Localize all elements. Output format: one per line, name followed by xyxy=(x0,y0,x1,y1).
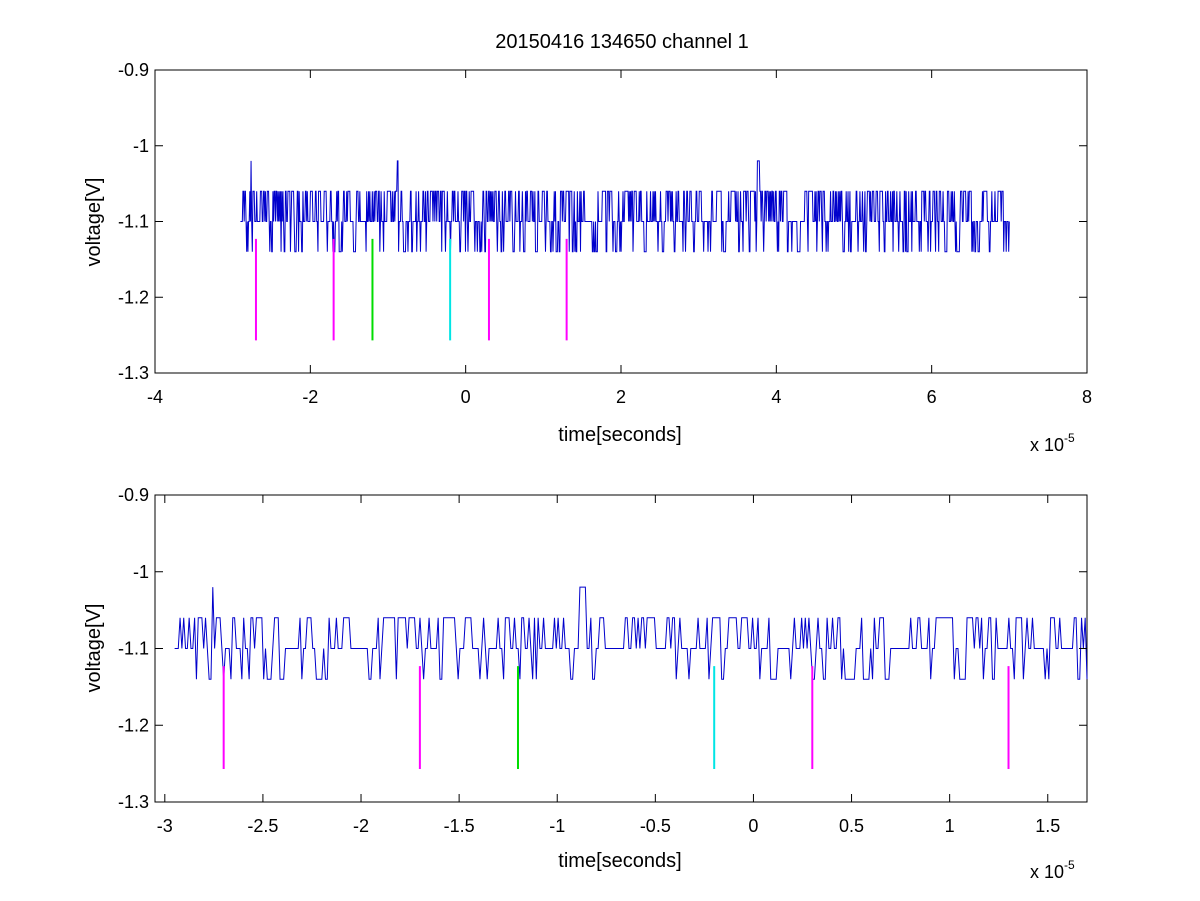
y-tick-label: -1 xyxy=(133,562,149,582)
chart-title: 20150416 134650 channel 1 xyxy=(495,31,749,53)
top-exponent-base: x 10 xyxy=(1030,435,1064,455)
bottom-x-ticks: -3 -2.5 -2 -1.5 -1 -0.5 0 0.5 1 1.5 xyxy=(157,495,1060,836)
bottom-marker-layer xyxy=(222,666,1010,769)
bottom-exponent-power: -5 xyxy=(1064,858,1075,872)
y-tick-label: -0.9 xyxy=(118,485,149,505)
x-tick-label: -2 xyxy=(353,816,369,836)
x-tick-label: 1.5 xyxy=(1035,816,1060,836)
bottom-exponent-base: x 10 xyxy=(1030,862,1064,882)
top-series-layer xyxy=(240,160,1010,253)
x-tick-label: -2.5 xyxy=(247,816,278,836)
x-tick-label: -1 xyxy=(549,816,565,836)
y-tick-label: -1.2 xyxy=(118,287,149,307)
y-tick-label: -1 xyxy=(133,136,149,156)
x-tick-label: -4 xyxy=(147,387,163,407)
y-tick-label: -1.1 xyxy=(118,639,149,659)
x-tick-label: 0 xyxy=(461,387,471,407)
bottom-y-axis-label: voltage[V] xyxy=(83,604,105,693)
y-tick-label: -0.9 xyxy=(118,60,149,80)
top-y-axis-label: voltage[V] xyxy=(83,178,105,267)
top-y-ticks: -0.9 -1 -1.1 -1.2 -1.3 xyxy=(118,60,1087,383)
x-tick-label: 2 xyxy=(616,387,626,407)
bottom-y-ticks: -0.9 -1 -1.1 -1.2 -1.3 xyxy=(118,485,1087,812)
x-tick-label: -3 xyxy=(157,816,173,836)
x-tick-label: 0 xyxy=(748,816,758,836)
top-x-axis-label: time[seconds] xyxy=(558,424,681,446)
voltage-trace xyxy=(174,586,1088,680)
bottom-x-axis-label: time[seconds] xyxy=(558,850,681,872)
y-tick-label: -1.2 xyxy=(118,715,149,735)
x-tick-label: 0.5 xyxy=(839,816,864,836)
voltage-trace xyxy=(240,160,1010,253)
top-marker-layer xyxy=(254,238,568,341)
bottom-series-layer xyxy=(174,586,1088,680)
x-tick-label: 4 xyxy=(771,387,781,407)
x-tick-label: -0.5 xyxy=(640,816,671,836)
bottom-x-exponent-label: x 10-5 xyxy=(1030,858,1075,882)
y-tick-label: -1.3 xyxy=(118,363,149,383)
x-tick-label: 1 xyxy=(945,816,955,836)
top-panel: -4 -2 0 2 4 6 8 -0.9 -1 -1.1 -1.2 -1.3 time[second… xyxy=(83,60,1092,455)
top-x-exponent-label: x 10-5 xyxy=(1030,431,1075,455)
x-tick-label: -1.5 xyxy=(444,816,475,836)
bottom-panel: -3 -2.5 -2 -1.5 -1 -0.5 0 0.5 1 1.5 -0.9 -1 -1.1 -1.… xyxy=(83,485,1088,882)
x-tick-label: 8 xyxy=(1082,387,1092,407)
y-tick-label: -1.3 xyxy=(118,792,149,812)
top-x-ticks: -4 -2 0 2 4 6 8 xyxy=(147,70,1092,407)
x-tick-label: -2 xyxy=(302,387,318,407)
top-exponent-power: -5 xyxy=(1064,431,1075,445)
x-tick-label: 6 xyxy=(927,387,937,407)
y-tick-label: -1.1 xyxy=(118,212,149,232)
